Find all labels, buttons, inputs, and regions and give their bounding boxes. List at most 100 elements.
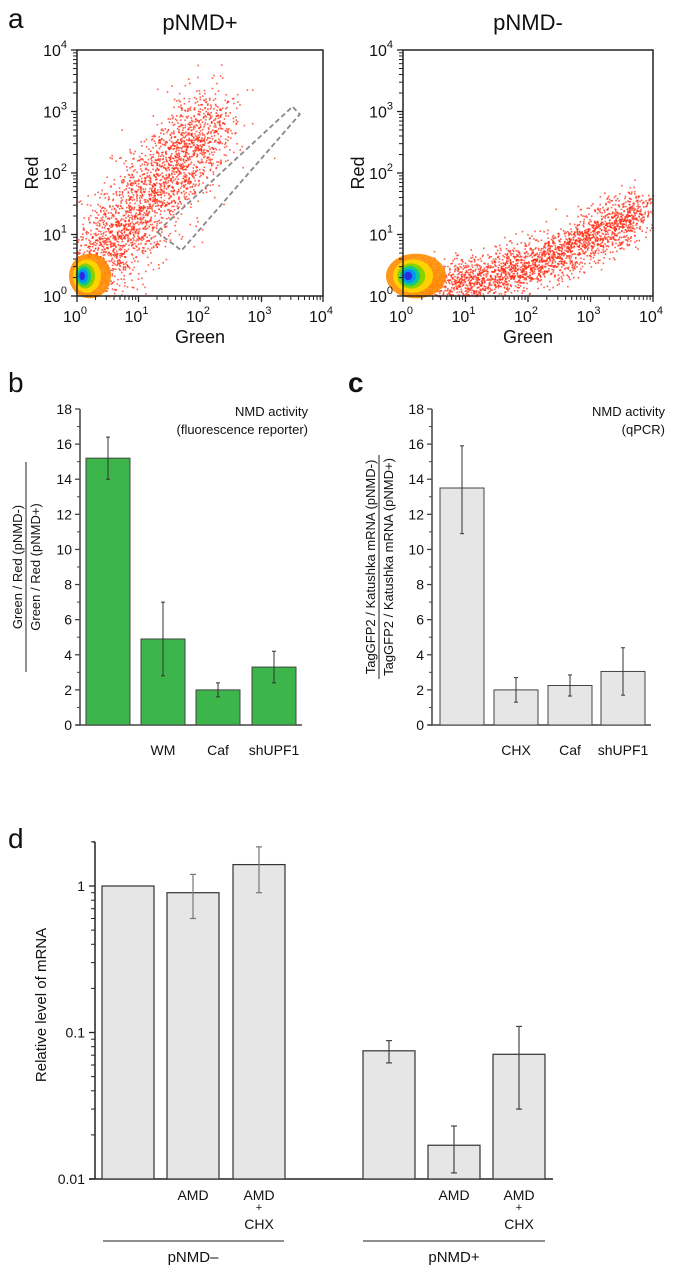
scatter-point (145, 209, 148, 212)
scatter-point (203, 148, 206, 151)
scatter-point (180, 106, 183, 109)
scatter-point (461, 279, 464, 281)
scatter-point (478, 270, 481, 273)
scatter-point (507, 249, 510, 252)
scatter-point (142, 216, 145, 219)
scatter-points (69, 64, 302, 299)
scatter-point (111, 273, 114, 275)
scatter-point (508, 265, 511, 267)
scatter-point (111, 234, 114, 237)
scatter-point (524, 244, 527, 246)
scatter-point (512, 272, 514, 275)
scatter-point (602, 238, 604, 241)
scatter-point (115, 204, 118, 207)
scatter-point (552, 252, 555, 254)
scatter-point (175, 167, 177, 170)
scatter-point (479, 265, 481, 267)
scatter-point (120, 200, 122, 203)
scatter-point (191, 172, 193, 174)
scatter-point (145, 146, 148, 148)
scatter-point (140, 242, 142, 245)
scatter-point (522, 263, 524, 266)
scatter-point (161, 172, 163, 175)
scatter-point (523, 278, 525, 281)
scatter-point (218, 148, 221, 151)
scatter-point (468, 287, 470, 290)
scatter-point (96, 239, 98, 241)
scatter-point (455, 280, 458, 282)
scatter-point (201, 154, 204, 156)
scatter-point (593, 254, 596, 257)
scatter-point (182, 169, 185, 171)
scatter-point (552, 258, 555, 260)
scatter-point (138, 213, 141, 216)
scatter-point (583, 243, 585, 245)
scatter-point (121, 261, 123, 264)
scatter-point (184, 173, 187, 176)
scatter-point (118, 259, 121, 262)
scatter-point (215, 148, 218, 151)
scatter-point (632, 222, 635, 224)
scatter-point (162, 139, 165, 142)
scatter-point (231, 132, 233, 135)
scatter-point (220, 135, 222, 138)
scatter-point (523, 262, 526, 265)
scatter-point (152, 186, 154, 188)
scatter-point (120, 218, 123, 220)
scatter-point (578, 244, 581, 246)
scatter-point (553, 259, 556, 261)
scatter-point (151, 205, 154, 207)
scatter-point (126, 236, 129, 239)
scatter-point (134, 214, 137, 216)
scatter-point (194, 102, 197, 104)
scatter-point (497, 255, 500, 258)
scatter-point (220, 108, 222, 111)
scatter-point (633, 212, 636, 214)
scatter-point (578, 263, 581, 265)
scatter-point (442, 291, 445, 293)
scatter-point (169, 210, 171, 212)
scatter-point (153, 226, 156, 229)
scatter-point (449, 271, 451, 274)
scatter-point (102, 251, 105, 254)
scatter-point (118, 263, 120, 265)
scatter-point (606, 225, 609, 228)
scatter-point (112, 249, 115, 252)
scatter-point (216, 164, 219, 167)
scatter-point (611, 213, 613, 215)
scatter-point (463, 265, 465, 267)
scatter-point (621, 227, 624, 229)
scatter-point (87, 246, 89, 249)
scatter-point (146, 207, 149, 210)
scatter-point (640, 213, 643, 215)
scatter-point (151, 184, 153, 187)
scatter-point (185, 174, 188, 177)
scatter-point (101, 245, 104, 247)
scatter-point (560, 262, 562, 265)
scatter-point (137, 178, 140, 181)
scatter-point (227, 159, 229, 162)
scatter-point (101, 189, 103, 192)
scatter-point (506, 288, 509, 290)
scatter-point (637, 203, 640, 206)
scatter-point (192, 120, 194, 123)
scatter-point (548, 288, 551, 291)
scatter-point (448, 274, 450, 276)
scatter-point (607, 240, 610, 243)
scatter-point (224, 99, 227, 102)
scatter-point (148, 198, 151, 200)
scatter-point (194, 147, 197, 149)
scatter-point (599, 225, 601, 227)
scatter-point (546, 270, 549, 272)
scatter-point (622, 204, 625, 206)
scatter-point (629, 221, 631, 223)
scatter-point (578, 254, 581, 256)
scatter-point (593, 228, 596, 230)
scatter-point (144, 181, 146, 184)
scatter-point (629, 219, 632, 222)
scatter-point (555, 257, 558, 259)
scatter-point (569, 232, 572, 235)
scatter-point (569, 223, 571, 225)
scatter-point (105, 260, 108, 263)
scatter-point (196, 120, 198, 122)
